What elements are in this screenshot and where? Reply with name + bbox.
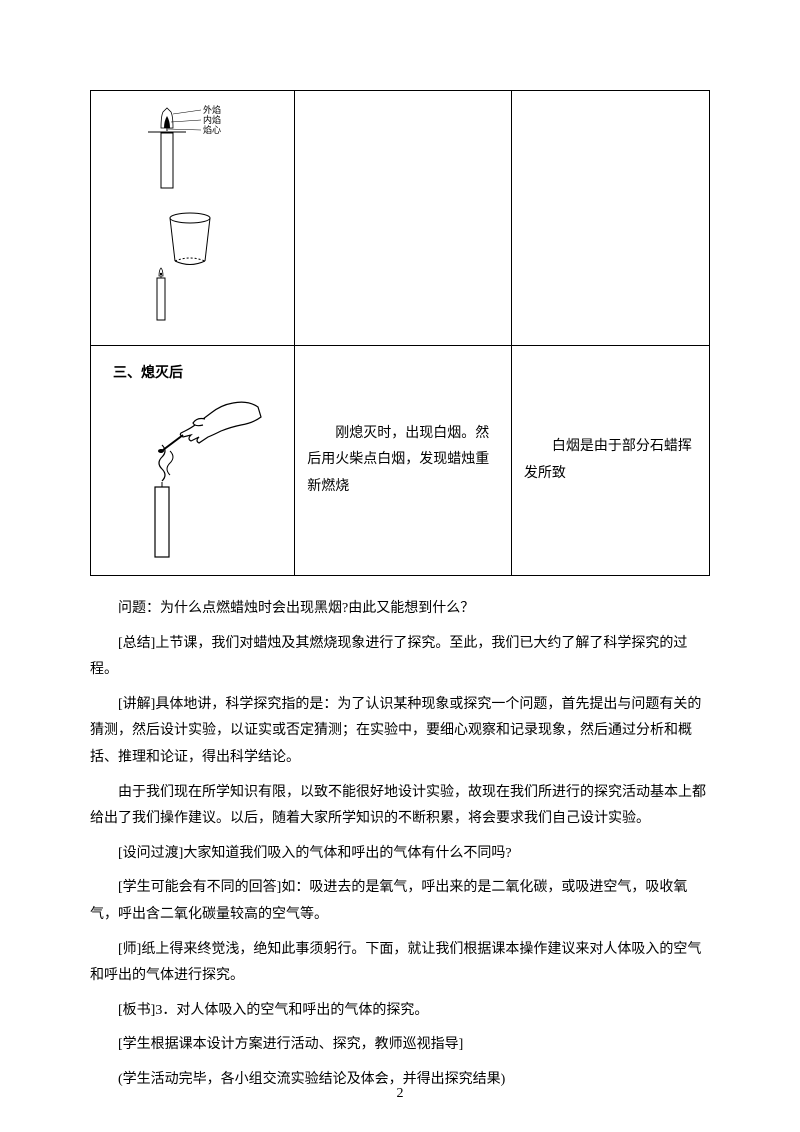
section-heading: 三、熄灭后 — [103, 362, 282, 382]
candle-flame-diagram: 外焰 内焰 焰心 — [123, 103, 263, 333]
para-transition: [设问过渡]大家知道我们吸入的气体和呼出的气体有什么不同吗? — [90, 841, 710, 868]
para-summary: [总结]上节课，我们对蜡烛及其燃烧现象进行了探究。至此，我们已大约了解了科学探究… — [90, 631, 710, 684]
row2-diagram-cell: 三、熄灭后 — [91, 346, 295, 576]
row2-col3: 白烟是由于部分石蜡挥发所致 — [511, 346, 709, 576]
row1-col2 — [295, 91, 512, 346]
extinguish-diagram — [118, 390, 268, 560]
flame-label-outer: 外焰 — [203, 104, 221, 115]
para-board: [板书]3．对人体吸入的空气和呼出的气体的探究。 — [90, 998, 710, 1025]
row2-col2: 刚熄灭时，出现白烟。然后用火柴点白烟，发现蜡烛重新燃烧 — [295, 346, 512, 576]
page-number: 2 — [0, 1086, 800, 1102]
para-limit: 由于我们现在所学知识有限，以致不能很好地设计实验，故现在我们所进行的探究活动基本… — [90, 780, 710, 833]
para-question: 问题：为什么点燃蜡烛时会出现黑烟?由此又能想到什么？ — [90, 596, 710, 623]
para-activity: [学生根据课本设计方案进行活动、探究，教师巡视指导] — [90, 1032, 710, 1059]
para-explain: [讲解]具体地讲，科学探究指的是：为了认识某种现象或探究一个问题，首先提出与问题… — [90, 692, 710, 772]
para-teacher: [师]纸上得来终觉浅，绝知此事须躬行。下面，就让我们根据课本操作建议来对人体吸入… — [90, 937, 710, 990]
para-student-answer: [学生可能会有不同的回答]如：吸进去的是氧气，呼出来的是二氧化碳，或吸进空气，吸… — [90, 875, 710, 928]
experiment-table: 外焰 内焰 焰心 — [90, 90, 710, 576]
flame-label-inner: 内焰 — [203, 114, 221, 125]
content-body: 问题：为什么点燃蜡烛时会出现黑烟?由此又能想到什么？ [总结]上节课，我们对蜡烛… — [90, 596, 710, 1094]
row1-diagram-cell: 外焰 内焰 焰心 — [91, 91, 295, 346]
row1-col3 — [511, 91, 709, 346]
flame-label-core: 焰心 — [203, 124, 221, 135]
